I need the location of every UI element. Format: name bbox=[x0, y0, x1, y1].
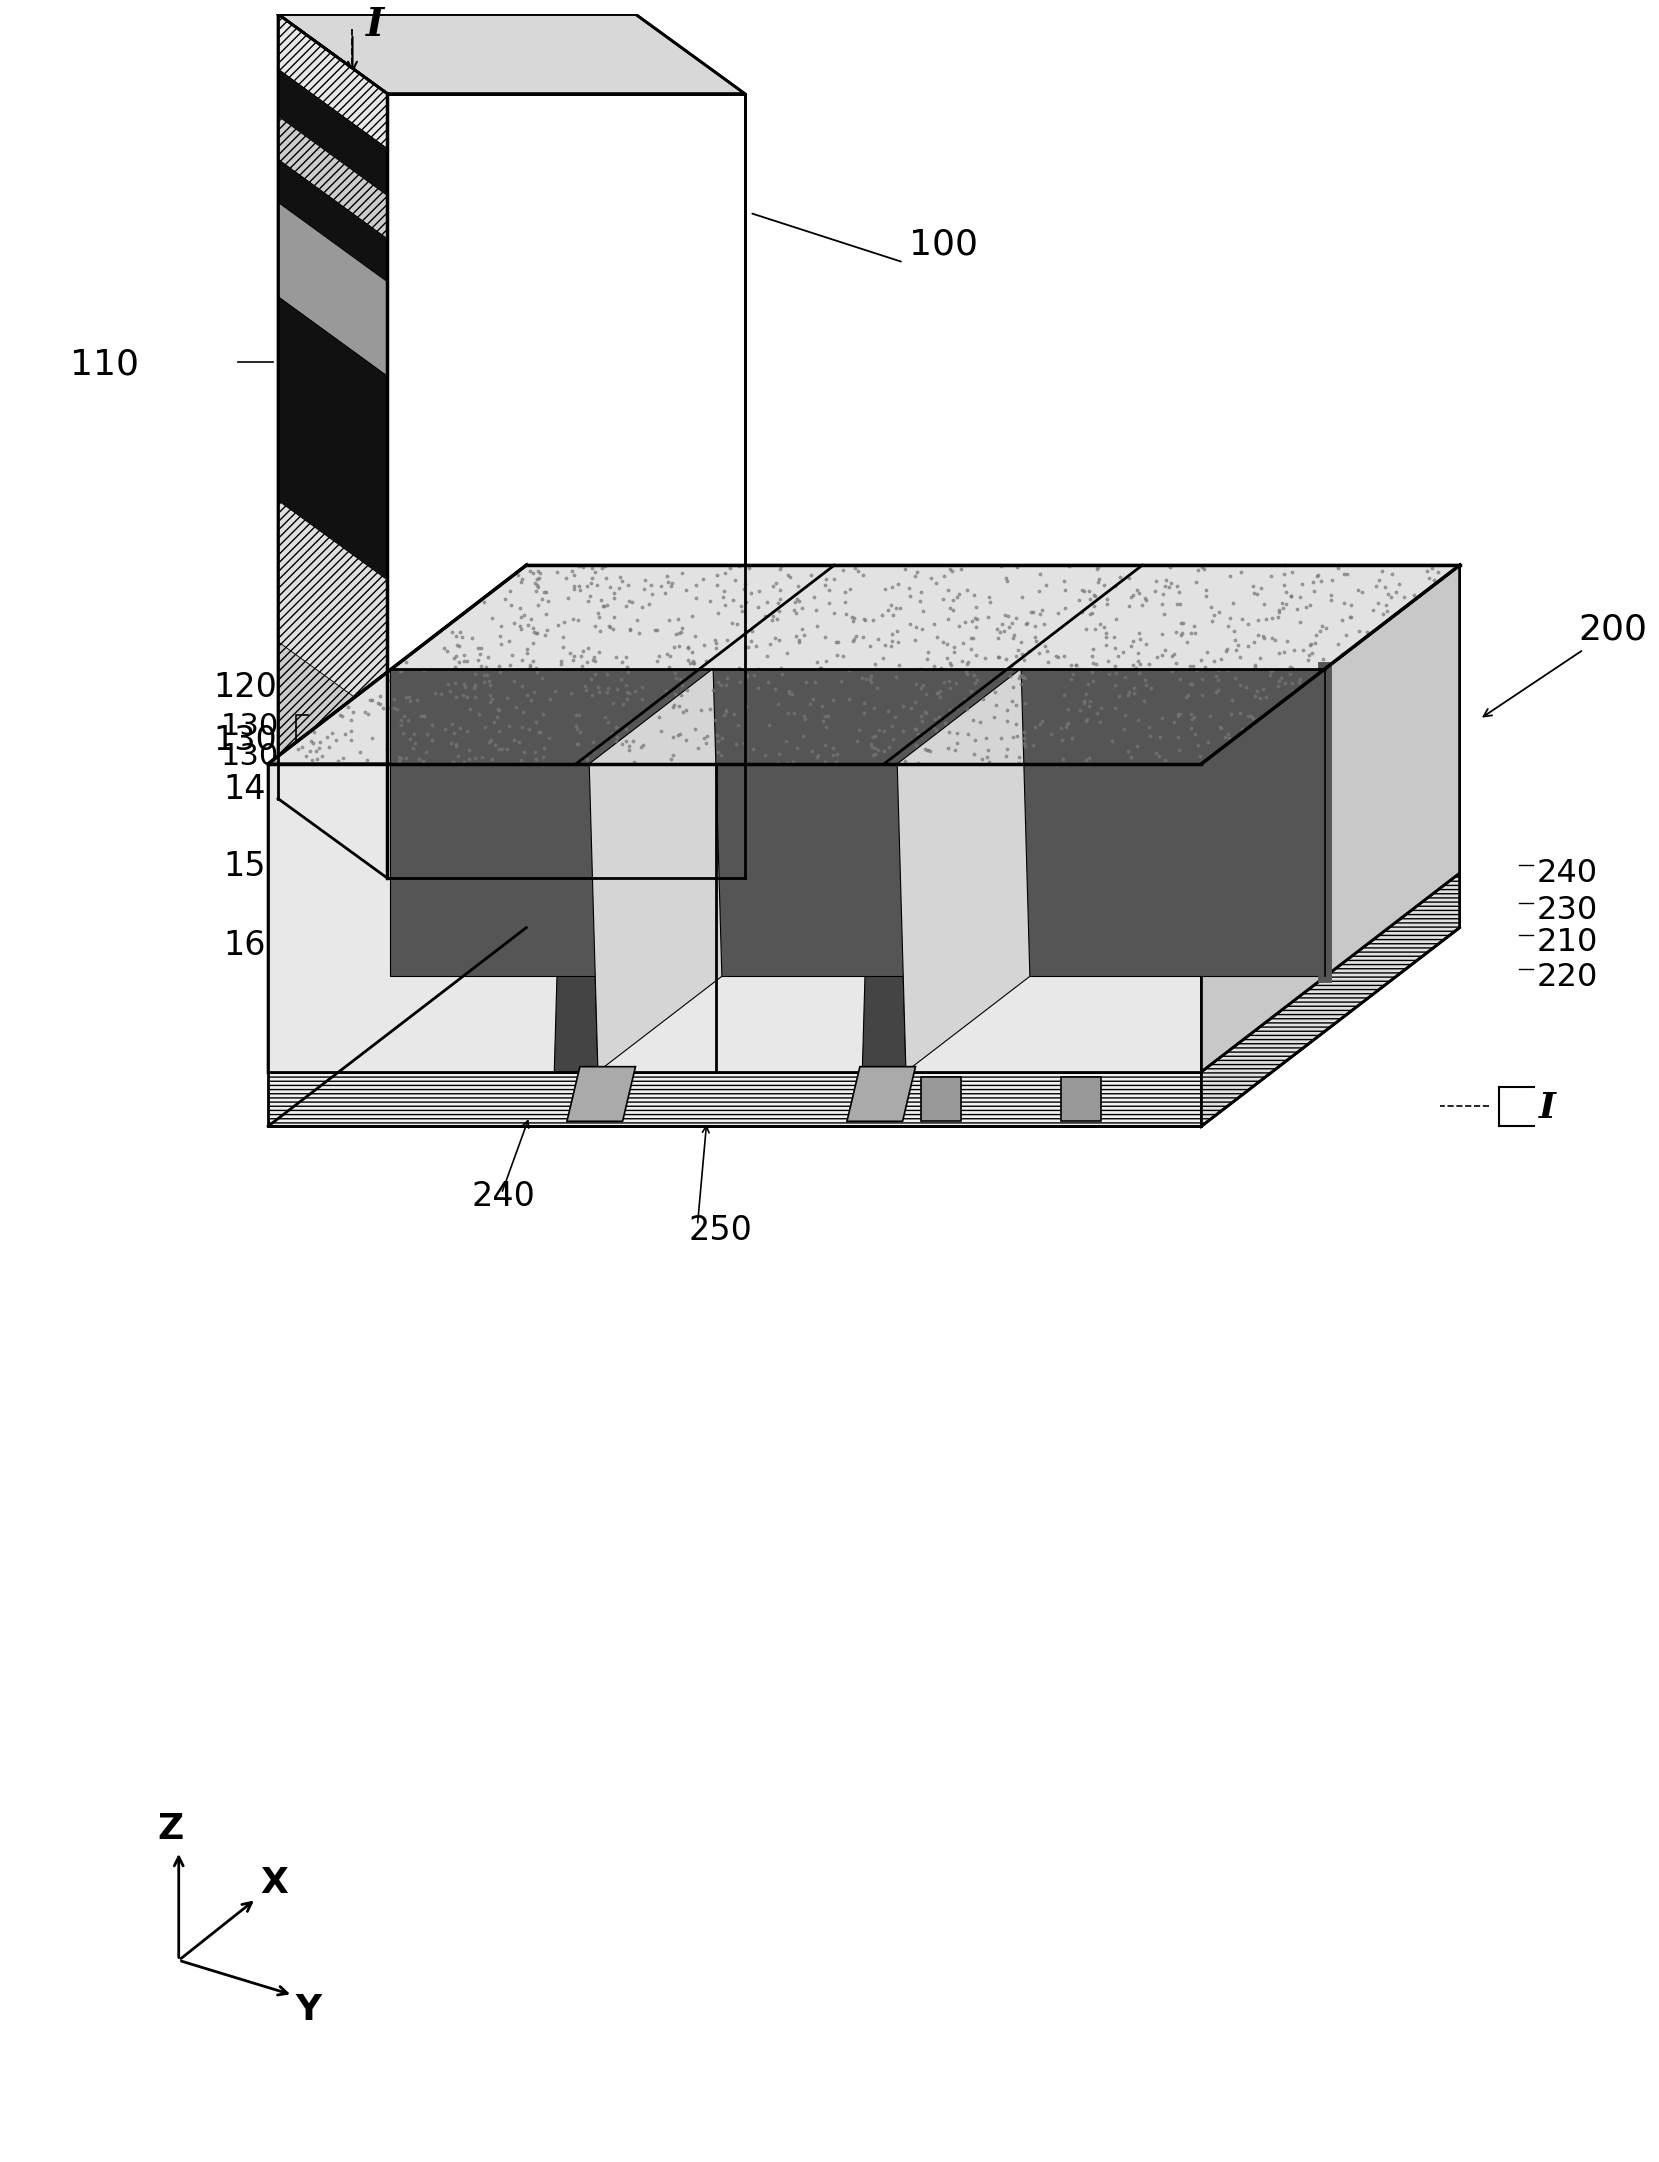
Text: I: I bbox=[1540, 1092, 1556, 1124]
Polygon shape bbox=[279, 15, 387, 878]
Text: 150: 150 bbox=[224, 850, 287, 882]
Text: 100: 100 bbox=[909, 227, 977, 262]
Polygon shape bbox=[279, 160, 387, 281]
Text: 220: 220 bbox=[1536, 962, 1598, 992]
Text: 140: 140 bbox=[224, 772, 287, 806]
Polygon shape bbox=[269, 763, 1201, 1072]
Text: 230: 230 bbox=[1536, 895, 1598, 925]
Polygon shape bbox=[279, 502, 387, 722]
Polygon shape bbox=[279, 296, 387, 579]
Text: Y: Y bbox=[295, 1993, 322, 2028]
Polygon shape bbox=[269, 873, 1460, 1072]
Text: Z: Z bbox=[158, 1812, 182, 1846]
Text: 200: 200 bbox=[1483, 612, 1647, 716]
Polygon shape bbox=[848, 1066, 916, 1122]
Polygon shape bbox=[269, 564, 1460, 763]
Text: 240: 240 bbox=[1536, 858, 1598, 889]
Text: 110: 110 bbox=[70, 348, 138, 383]
Polygon shape bbox=[279, 15, 387, 149]
Polygon shape bbox=[554, 763, 597, 1072]
Text: 130a: 130a bbox=[221, 742, 297, 772]
Text: 250: 250 bbox=[688, 1215, 752, 1247]
Polygon shape bbox=[279, 69, 387, 195]
Text: 130b: 130b bbox=[221, 711, 299, 742]
Polygon shape bbox=[269, 564, 526, 1072]
Polygon shape bbox=[921, 1077, 961, 1122]
Text: 120: 120 bbox=[214, 672, 277, 705]
Polygon shape bbox=[1201, 564, 1460, 1072]
Polygon shape bbox=[567, 1066, 635, 1122]
Polygon shape bbox=[863, 763, 906, 1072]
Polygon shape bbox=[279, 117, 387, 238]
Polygon shape bbox=[387, 93, 745, 878]
Polygon shape bbox=[589, 668, 722, 1072]
Polygon shape bbox=[1201, 873, 1460, 1126]
Polygon shape bbox=[1062, 1077, 1102, 1122]
Polygon shape bbox=[269, 1072, 1201, 1126]
Polygon shape bbox=[390, 668, 1327, 977]
Text: 240: 240 bbox=[471, 1180, 536, 1213]
Text: 160: 160 bbox=[224, 930, 287, 962]
Polygon shape bbox=[279, 203, 387, 376]
Text: X: X bbox=[260, 1866, 289, 1900]
Text: 210: 210 bbox=[1536, 927, 1598, 958]
Polygon shape bbox=[279, 15, 745, 93]
Text: I: I bbox=[367, 6, 385, 43]
Polygon shape bbox=[898, 668, 1030, 1072]
Polygon shape bbox=[279, 642, 387, 878]
Text: 130: 130 bbox=[214, 724, 277, 757]
